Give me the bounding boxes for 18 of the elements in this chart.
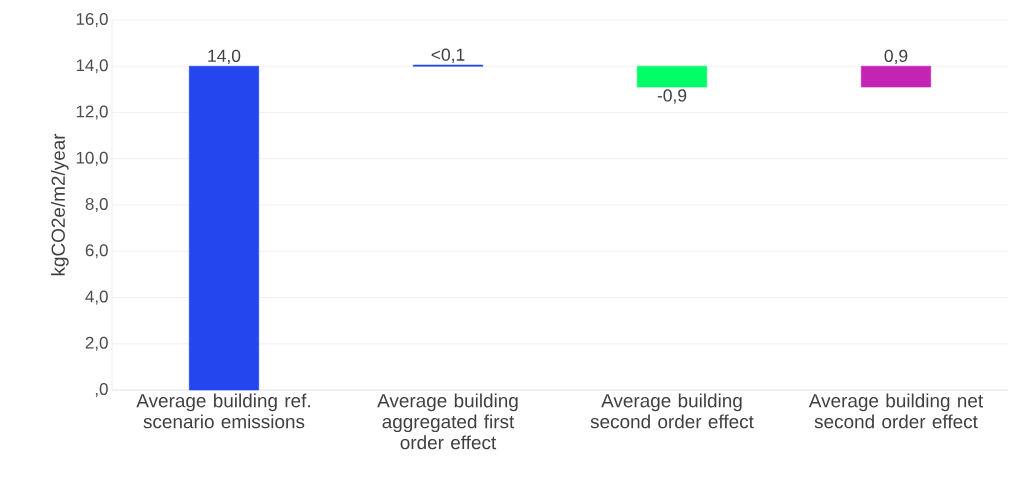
y-tick-label: ,0 [95,383,108,397]
data-label: <0,1 [431,48,465,63]
x-tick-label: Average building net second order effect [808,393,983,429]
x-tick-label: Average building aggregated first order effect [377,393,518,450]
y-tick-label: 2,0 [85,336,108,351]
x-tick-label: Average building second order effect [590,393,754,429]
x-tick-label: Average building ref. scenario emissions [136,393,310,429]
y-tick-label: 8,0 [85,198,108,212]
y-tick-label: 12,0 [76,105,108,120]
y-tick-label: 16,0 [76,13,108,27]
data-label: 0,9 [884,49,908,65]
y-tick-label: 10,0 [76,151,108,166]
y-axis-title: kgCO2e/m2/year [51,133,69,276]
y-tick-label: 6,0 [85,244,108,259]
y-tick-label: 4,0 [85,290,108,305]
data-label: -0,9 [657,89,687,104]
data-label: 14,0 [208,49,241,65]
y-tick-label: 14,0 [76,59,108,74]
